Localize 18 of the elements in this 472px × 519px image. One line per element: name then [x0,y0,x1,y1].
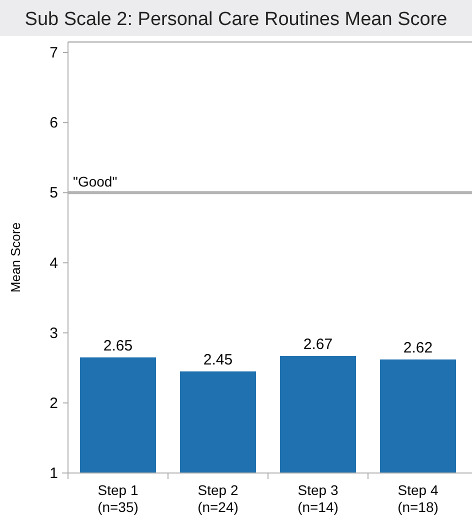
y-tick-label: 2 [50,394,58,412]
data-label: 2.62 [403,339,433,356]
x-tick-label: Step 3 (n=14) [298,482,338,515]
x-tick-label: Step 1 (n=35) [98,482,138,515]
data-label: 2.45 [203,351,233,368]
x-tick-label: Step 4 (n=18) [398,482,438,515]
y-tick-label: 4 [50,254,58,272]
ref-line-label: "Good" [73,174,118,190]
data-label: 2.67 [303,336,333,353]
data-label: 2.65 [103,337,133,354]
chart-title: Sub Scale 2: Personal Care Routines Mean Score [24,9,448,30]
y-tick-label: 1 [50,465,58,482]
y-axis-title: Mean Score [8,222,23,293]
y-tick-label: 7 [50,44,58,62]
y-tick-label: 6 [50,114,58,132]
x-tick-label: Step 2 (n=24) [198,482,238,515]
y-tick-label: 5 [50,184,58,202]
y-tick-label: 3 [50,324,58,342]
